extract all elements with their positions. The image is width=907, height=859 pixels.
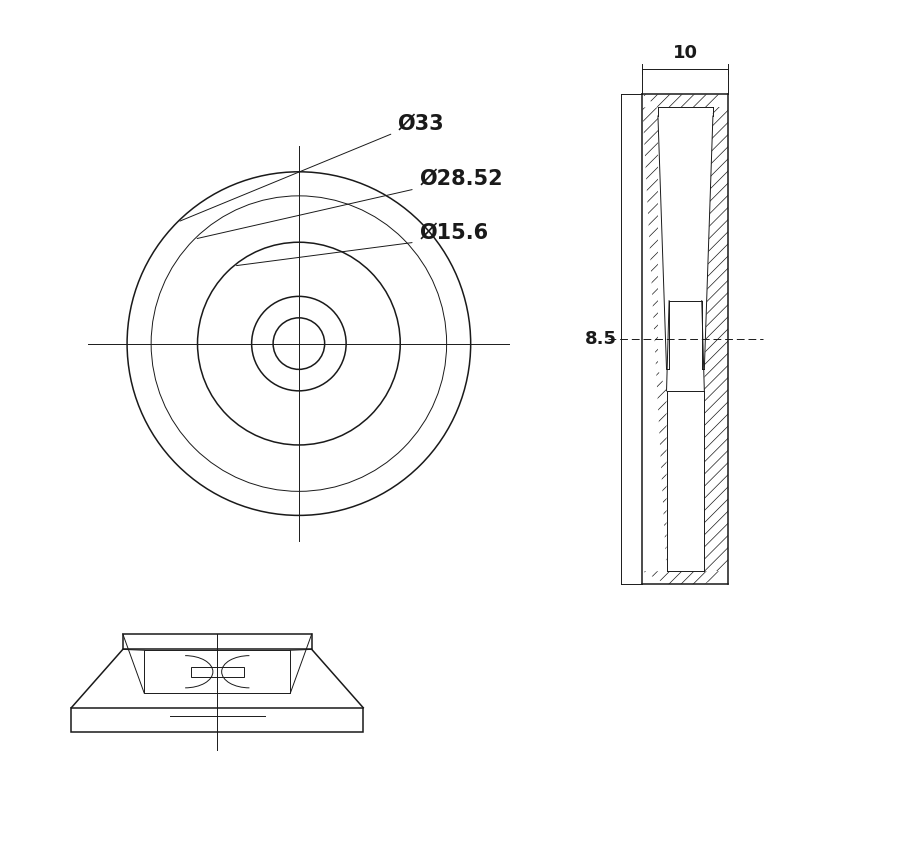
Text: Ø28.52: Ø28.52: [419, 169, 502, 189]
Text: 10: 10: [673, 44, 697, 62]
Bar: [190, 667, 244, 677]
PathPatch shape: [705, 107, 728, 571]
Text: Ø15.6: Ø15.6: [419, 222, 488, 242]
PathPatch shape: [642, 571, 728, 584]
PathPatch shape: [642, 94, 728, 107]
Text: Ø33: Ø33: [397, 113, 444, 133]
Bar: [144, 650, 290, 693]
Bar: [122, 634, 312, 649]
PathPatch shape: [642, 107, 667, 571]
Bar: [72, 708, 364, 732]
Text: 8.5: 8.5: [585, 331, 617, 348]
